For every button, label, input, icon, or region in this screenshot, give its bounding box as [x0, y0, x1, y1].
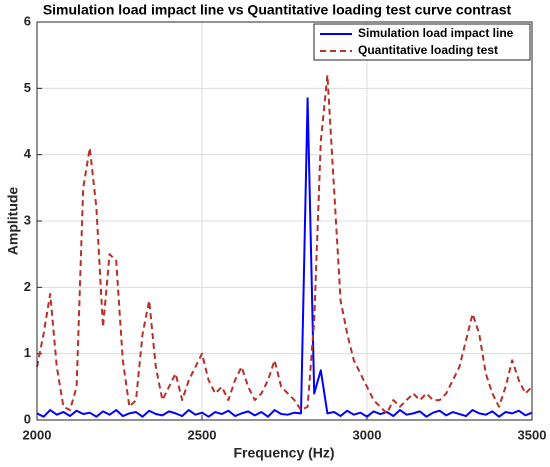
y-tick-label: 4 — [24, 146, 32, 161]
chart-title: Simulation load impact line vs Quantitat… — [43, 2, 512, 18]
y-axis-label: Amplitude — [5, 187, 21, 256]
x-tick-label: 3500 — [518, 427, 547, 442]
legend-label: Simulation load impact line — [358, 26, 514, 40]
y-tick-label: 0 — [24, 411, 31, 426]
series-line — [36, 97, 533, 418]
legend-box — [313, 23, 531, 61]
x-axis-label: Frequency (Hz) — [233, 445, 334, 461]
series-line — [36, 74, 533, 415]
legend-label: Quantitative loading test — [358, 43, 498, 57]
y-tick-label: 6 — [24, 13, 31, 28]
x-tick-label: 2500 — [188, 427, 217, 442]
y-tick-label: 5 — [24, 80, 31, 95]
x-tick-label: 2000 — [23, 427, 52, 442]
y-tick-label: 3 — [24, 212, 31, 227]
y-tick-label: 2 — [24, 279, 31, 294]
x-tick-label: 3000 — [353, 427, 382, 442]
plot-frame — [36, 21, 533, 421]
y-tick-label: 1 — [24, 345, 31, 360]
